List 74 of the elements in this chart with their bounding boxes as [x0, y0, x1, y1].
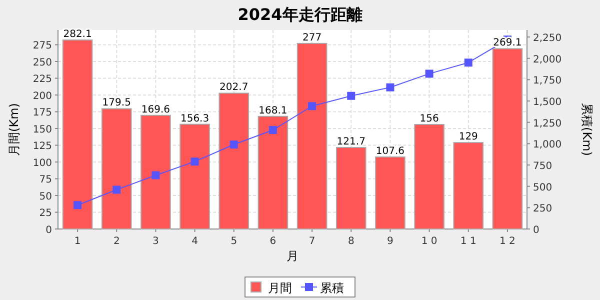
x-tick-label: 7 [308, 236, 316, 247]
y-tick-label: 225 [32, 74, 52, 86]
y-tick-label: 200 [32, 90, 52, 102]
y2-tick-label: 1,000 [533, 140, 562, 151]
legend-label: 月間 [268, 281, 292, 295]
y-tick-label: 175 [32, 108, 52, 119]
bar [62, 39, 93, 230]
x-tick-label: 6 [270, 236, 276, 247]
data-label: 282.1 [63, 28, 92, 40]
y2-tick-label: 2,250 [533, 32, 562, 44]
bar [336, 146, 366, 230]
bar [218, 92, 250, 230]
x-tick-label: 1 [74, 236, 81, 247]
y2-tick-label: 250 [533, 204, 552, 215]
data-label: 277 [302, 32, 322, 44]
point [112, 186, 121, 194]
y2-tick-label: 1,750 [533, 76, 562, 87]
bar [375, 156, 406, 230]
y2-tick-label: 500 [533, 182, 552, 194]
data-label: 107.6 [376, 146, 405, 157]
data-label: 156 [420, 113, 439, 124]
data-label: 129 [458, 132, 478, 143]
point [230, 140, 238, 149]
point [308, 102, 316, 110]
y2-tick-label: 1,500 [533, 97, 562, 108]
bar [296, 42, 328, 230]
y-tick-label: 150 [32, 124, 52, 136]
bar [414, 124, 444, 230]
x-tick-label: 1 0 [421, 236, 438, 247]
y2-tick-label: 2,000 [533, 54, 562, 66]
data-label: 168.1 [258, 105, 288, 116]
y2-tick-label: 750 [533, 161, 552, 172]
y-tick-label: 250 [32, 57, 52, 68]
x-tick-label: 1 1 [460, 236, 476, 247]
legend-label: 累積 [320, 281, 344, 295]
y-tick-label: 25 [39, 208, 52, 220]
point [386, 83, 394, 92]
bar [101, 108, 132, 230]
bar [492, 48, 523, 230]
y-tick-label: 275 [32, 40, 52, 52]
x-tick-label: 3 [152, 236, 159, 247]
data-label: 121.7 [336, 136, 366, 148]
point [190, 158, 199, 166]
x-tick-label: 4 [192, 236, 198, 247]
y-tick-label: 50 [39, 192, 52, 202]
point [347, 92, 356, 100]
x-tick-label: 1 2 [500, 236, 516, 247]
point [464, 58, 472, 67]
point [74, 201, 82, 210]
y2-tick-label: 1,250 [533, 118, 562, 130]
data-label: 156.3 [180, 113, 210, 124]
x-tick-label: 2 [113, 236, 120, 247]
y-axis-title: 月間(Km) [7, 103, 21, 156]
data-label: 169.6 [141, 104, 170, 116]
x-tick-label: 8 [348, 236, 354, 247]
y2-tick-label: 0 [533, 225, 540, 236]
bar [453, 142, 484, 230]
x-axis-title: 月 [286, 249, 298, 263]
point [425, 70, 434, 78]
y-tick-label: 125 [32, 141, 52, 152]
x-tick-label: 9 [387, 236, 394, 247]
y2-axis-title: 累積(Km) [580, 103, 594, 156]
point [268, 126, 277, 134]
point [152, 171, 160, 180]
chart-title: 2024年走行距離 [238, 5, 362, 24]
y-tick-label: 0 [46, 225, 52, 236]
x-tick-label: 5 [230, 236, 238, 247]
y-tick-label: 75 [39, 174, 52, 186]
data-label: 179.5 [102, 98, 131, 109]
bar [140, 114, 171, 230]
bar [180, 124, 210, 230]
bar [258, 116, 288, 230]
y-tick-label: 100 [32, 158, 52, 169]
data-label: 202.7 [220, 82, 248, 94]
